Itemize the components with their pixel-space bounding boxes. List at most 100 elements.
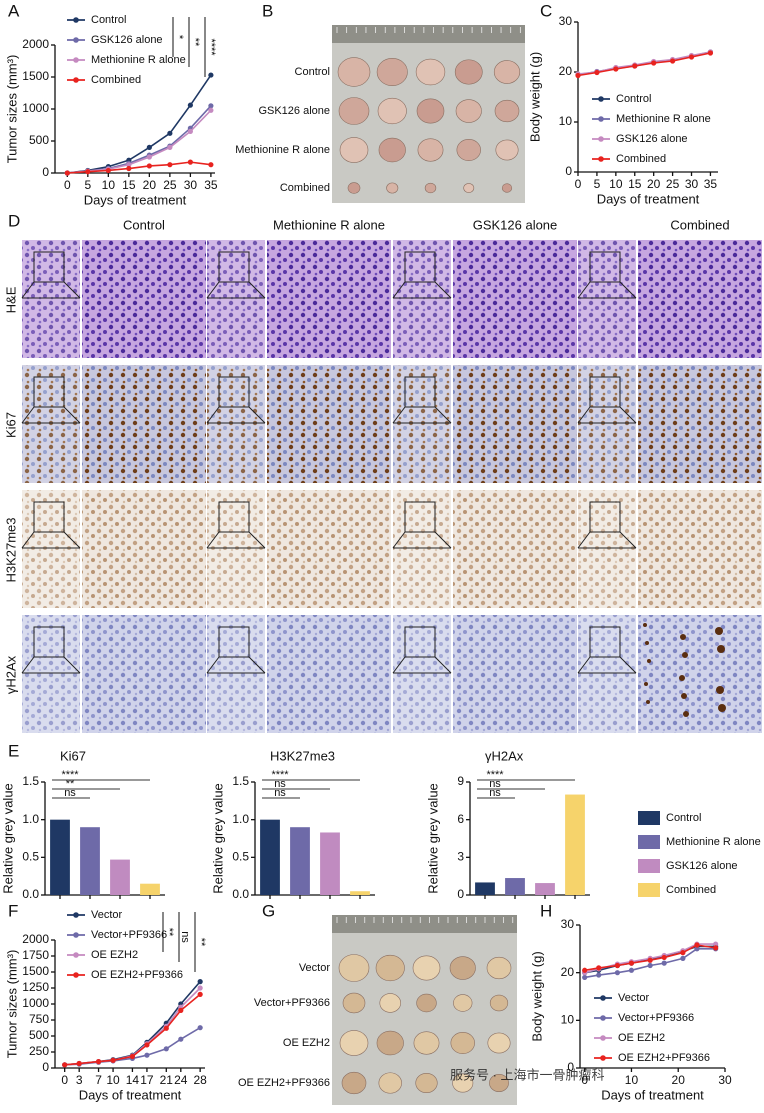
legend-marker: [600, 1015, 606, 1021]
y-tick-label: 20: [559, 64, 573, 78]
data-point: [110, 1057, 116, 1063]
tumor: [376, 1030, 404, 1056]
thumbnail: [207, 365, 265, 483]
bar: [475, 882, 495, 895]
panel-letter: H: [540, 901, 552, 920]
column-header: GSK126 alone: [473, 217, 558, 232]
data-point: [163, 1025, 169, 1031]
x-tick-label: 3: [76, 1073, 83, 1087]
micrograph: [453, 365, 577, 483]
legend-marker: [73, 57, 79, 63]
micrograph: [82, 365, 206, 483]
data-point: [713, 941, 719, 947]
legend-swatch: [638, 883, 660, 897]
zoom-line: [206, 406, 220, 424]
zoom-box: [218, 626, 250, 658]
ruler: [332, 25, 525, 43]
tumor: [416, 98, 445, 124]
legend-marker: [598, 96, 604, 102]
legend-marker: [73, 952, 79, 958]
y-tick-label: 0: [457, 887, 464, 901]
x-tick-label: 0: [575, 177, 582, 191]
legend-marker: [598, 156, 604, 162]
stain-focus: [717, 645, 725, 653]
tumor: [339, 1030, 369, 1056]
zoom-box: [589, 501, 621, 533]
data-point: [105, 167, 111, 174]
tumor: [454, 59, 483, 85]
x-tick-label: 0: [61, 1073, 68, 1087]
zoom-line: [577, 656, 591, 674]
x-tick-label: 7: [95, 1073, 102, 1087]
y-tick-label: 0: [42, 1060, 49, 1074]
legend-label: Methionine R alone: [666, 836, 761, 848]
tumor: [463, 183, 475, 193]
legend-marker: [600, 1035, 606, 1041]
row-label: γH2Ax: [3, 655, 18, 694]
x-tick-label: 10: [106, 1073, 120, 1087]
zoom-line: [619, 406, 637, 424]
data-point: [661, 960, 667, 966]
zoom-box: [33, 501, 65, 533]
x-tick-label: 14: [126, 1073, 140, 1087]
zoom-box: [218, 376, 250, 408]
micrograph: [82, 490, 206, 608]
legend-label: Control: [666, 812, 701, 824]
data-point: [596, 965, 602, 971]
data-point: [208, 72, 214, 78]
data-point: [146, 154, 152, 160]
significance-label: ns: [274, 778, 286, 790]
x-tick-label: 0: [64, 178, 71, 192]
watermark: 服务号 · 上海市一骨肿瘤科: [450, 1067, 605, 1082]
zoom-line: [577, 531, 591, 549]
row-label: H3K27me3: [3, 517, 18, 582]
tumor: [489, 994, 509, 1012]
x-tick-label: 24: [174, 1073, 188, 1087]
bar: [350, 891, 370, 895]
panel-letter: E: [8, 741, 19, 760]
significance-label: ns: [489, 778, 501, 790]
y-tick-label: 250: [29, 1044, 49, 1058]
x-tick-label: 30: [184, 178, 198, 192]
bar: [290, 827, 310, 895]
zoom-line: [206, 281, 220, 299]
data-point: [632, 63, 638, 69]
x-axis-label: Days of treatment: [597, 191, 700, 206]
legend-label: Combined: [91, 74, 141, 86]
tumor: [424, 182, 437, 194]
thumbnail: [22, 490, 80, 608]
stain-focus: [718, 704, 726, 712]
y-axis-label: Body weight (g): [527, 52, 542, 142]
tumor: [412, 955, 441, 981]
legend-label: Combined: [616, 153, 666, 165]
zoom-line: [63, 406, 81, 424]
x-tick-label: 5: [84, 178, 91, 192]
stain-focus: [716, 686, 724, 694]
legend-label: GSK126 alone: [91, 34, 163, 46]
data-point: [76, 1060, 82, 1067]
x-tick-label: 10: [102, 178, 116, 192]
legend-label: OE EZH2: [91, 949, 138, 961]
legend-swatch: [638, 835, 660, 849]
zoom-line: [619, 656, 637, 674]
thumbnail: [207, 490, 265, 608]
data-point: [694, 946, 700, 952]
tumor: [449, 956, 476, 980]
row-label: Ki67: [3, 412, 18, 438]
micrograph: [267, 615, 391, 733]
data-point: [582, 974, 588, 981]
x-tick-label: 28: [193, 1073, 207, 1087]
data-point: [187, 102, 193, 108]
tumor: [452, 1073, 474, 1093]
bar: [505, 878, 525, 895]
significance-label: **: [66, 778, 75, 790]
legend-marker: [73, 17, 79, 23]
y-tick-label: 500: [29, 1028, 49, 1042]
tumor: [415, 1072, 438, 1094]
zoom-line: [248, 281, 266, 299]
micrograph: [267, 365, 391, 483]
tumor: [456, 138, 481, 162]
x-axis-label: Days of treatment: [79, 1087, 182, 1102]
x-tick-label: 20: [647, 177, 661, 191]
micrograph: [82, 615, 206, 733]
